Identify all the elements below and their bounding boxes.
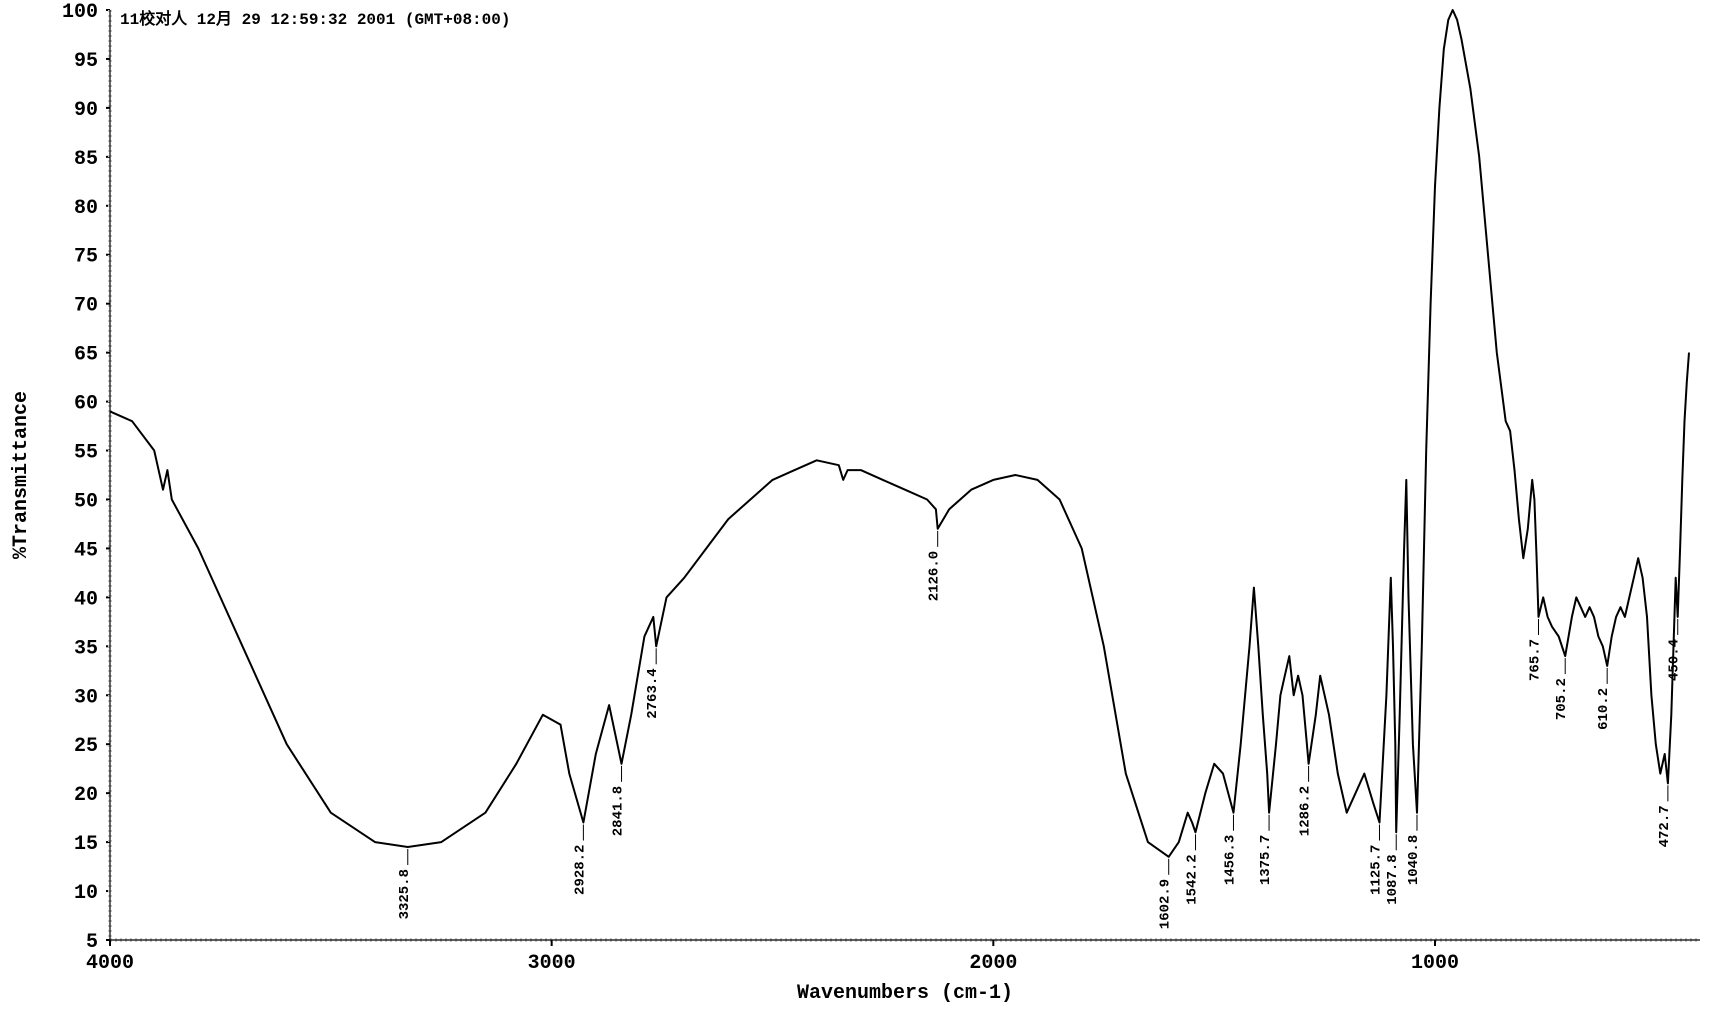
y-tick-label: 70 bbox=[74, 295, 98, 318]
y-tick-label: 50 bbox=[74, 490, 98, 513]
ir-spectrum-chart: 5 10 15 20 25 30 35 40 45 50 55 60 65 70 75 80 85 90 95 100… bbox=[0, 0, 1721, 1017]
peak-label: 1286.2 bbox=[1298, 786, 1314, 836]
x-axis-label: Wavenumbers (cm-1) bbox=[797, 982, 1013, 1005]
y-tick-label: 5 bbox=[86, 931, 98, 954]
peak-label: 3325.8 bbox=[397, 869, 413, 919]
y-tick-label: 10 bbox=[74, 882, 98, 905]
y-tick-label: 60 bbox=[74, 393, 98, 416]
peak-label: 610.2 bbox=[1596, 688, 1612, 730]
peak-label: 1125.7 bbox=[1368, 845, 1384, 895]
peak-label: 1456.3 bbox=[1222, 835, 1238, 885]
chart-title: 11校对人 12月 29 12:59:32 2001 (GMT+08:00) bbox=[120, 9, 510, 29]
y-tick-label: 100 bbox=[62, 1, 98, 24]
y-tick-label: 80 bbox=[74, 197, 98, 220]
y-axis-label: %Transmittance bbox=[10, 391, 33, 559]
y-tick-label: 20 bbox=[74, 784, 98, 807]
peak-label: 1602.9 bbox=[1158, 879, 1174, 929]
peak-label: 1375.7 bbox=[1258, 835, 1274, 885]
y-tick-label: 75 bbox=[74, 246, 98, 269]
y-tick-label: 35 bbox=[74, 637, 98, 660]
y-tick-label: 15 bbox=[74, 833, 98, 856]
peak-label: 1542.2 bbox=[1185, 854, 1201, 904]
x-tick-label: 1000 bbox=[1411, 952, 1459, 975]
y-tick-label: 45 bbox=[74, 539, 98, 562]
chart-svg: 5 10 15 20 25 30 35 40 45 50 55 60 65 70 75 80 85 90 95 100… bbox=[0, 0, 1721, 1017]
y-tick-label: 40 bbox=[74, 588, 98, 611]
y-tick-label: 25 bbox=[74, 735, 98, 758]
peak-label: 765.7 bbox=[1527, 639, 1543, 681]
peak-label: 2841.8 bbox=[611, 786, 627, 836]
peak-label: 2763.4 bbox=[645, 668, 661, 718]
peak-label: 1087.8 bbox=[1385, 854, 1401, 904]
peak-label: 472.7 bbox=[1657, 805, 1673, 847]
peak-label: 2126.0 bbox=[927, 551, 943, 601]
peak-label: 450.4 bbox=[1667, 639, 1683, 681]
peak-label: 1040.8 bbox=[1406, 835, 1422, 885]
x-tick-label: 2000 bbox=[969, 952, 1017, 975]
y-tick-label: 95 bbox=[74, 50, 98, 73]
y-tick-label: 85 bbox=[74, 148, 98, 171]
y-tick-label: 65 bbox=[74, 344, 98, 367]
y-tick-label: 30 bbox=[74, 686, 98, 709]
y-tick-label: 90 bbox=[74, 99, 98, 122]
y-tick-label: 55 bbox=[74, 442, 98, 465]
x-tick-label: 3000 bbox=[528, 952, 576, 975]
x-tick-label: 4000 bbox=[86, 952, 134, 975]
peak-label: 2928.2 bbox=[572, 845, 588, 895]
peak-label: 705.2 bbox=[1554, 678, 1570, 720]
